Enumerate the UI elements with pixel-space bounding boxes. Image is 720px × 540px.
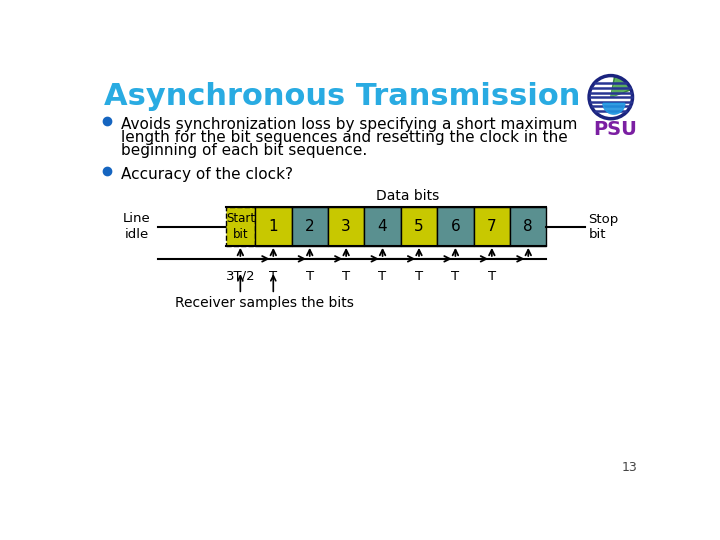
Text: Line
idle: Line idle: [122, 213, 150, 240]
Text: 3T/2: 3T/2: [225, 269, 255, 282]
Text: 1: 1: [269, 219, 278, 234]
Text: PSU: PSU: [593, 120, 637, 139]
Bar: [364, 207, 401, 246]
Bar: [510, 207, 546, 246]
Text: 13: 13: [621, 462, 637, 475]
Text: length for the bit sequences and resetting the clock in the: length for the bit sequences and resetti…: [121, 130, 568, 145]
Bar: [474, 207, 510, 246]
Text: 7: 7: [487, 219, 497, 234]
Text: Accuracy of the clock?: Accuracy of the clock?: [121, 167, 293, 182]
Wedge shape: [603, 103, 625, 114]
Text: 4: 4: [378, 219, 387, 234]
Bar: [401, 207, 437, 246]
Text: T: T: [451, 269, 459, 282]
Bar: [437, 207, 474, 246]
Text: T: T: [306, 269, 314, 282]
Text: Start
bit: Start bit: [226, 213, 255, 240]
Bar: [225, 207, 255, 246]
Text: 8: 8: [523, 219, 533, 234]
Text: T: T: [342, 269, 350, 282]
Wedge shape: [611, 76, 631, 97]
Text: Avoids synchronization loss by specifying a short maximum: Avoids synchronization loss by specifyin…: [121, 117, 577, 132]
Text: Receiver samples the bits: Receiver samples the bits: [175, 296, 354, 310]
Text: T: T: [415, 269, 423, 282]
Wedge shape: [611, 76, 631, 97]
Text: 5: 5: [414, 219, 424, 234]
Bar: [255, 207, 292, 246]
Text: 6: 6: [451, 219, 460, 234]
Text: T: T: [269, 269, 277, 282]
Text: Asynchronous Transmission: Asynchronous Transmission: [104, 82, 580, 111]
Bar: [328, 207, 364, 246]
Wedge shape: [603, 103, 625, 114]
Text: 3: 3: [341, 219, 351, 234]
Text: beginning of each bit sequence.: beginning of each bit sequence.: [121, 143, 367, 158]
Text: Stop
bit: Stop bit: [588, 213, 618, 240]
Text: 2: 2: [305, 219, 315, 234]
Text: T: T: [379, 269, 387, 282]
Bar: [292, 207, 328, 246]
Text: T: T: [487, 269, 496, 282]
Text: Data bits: Data bits: [376, 188, 439, 202]
